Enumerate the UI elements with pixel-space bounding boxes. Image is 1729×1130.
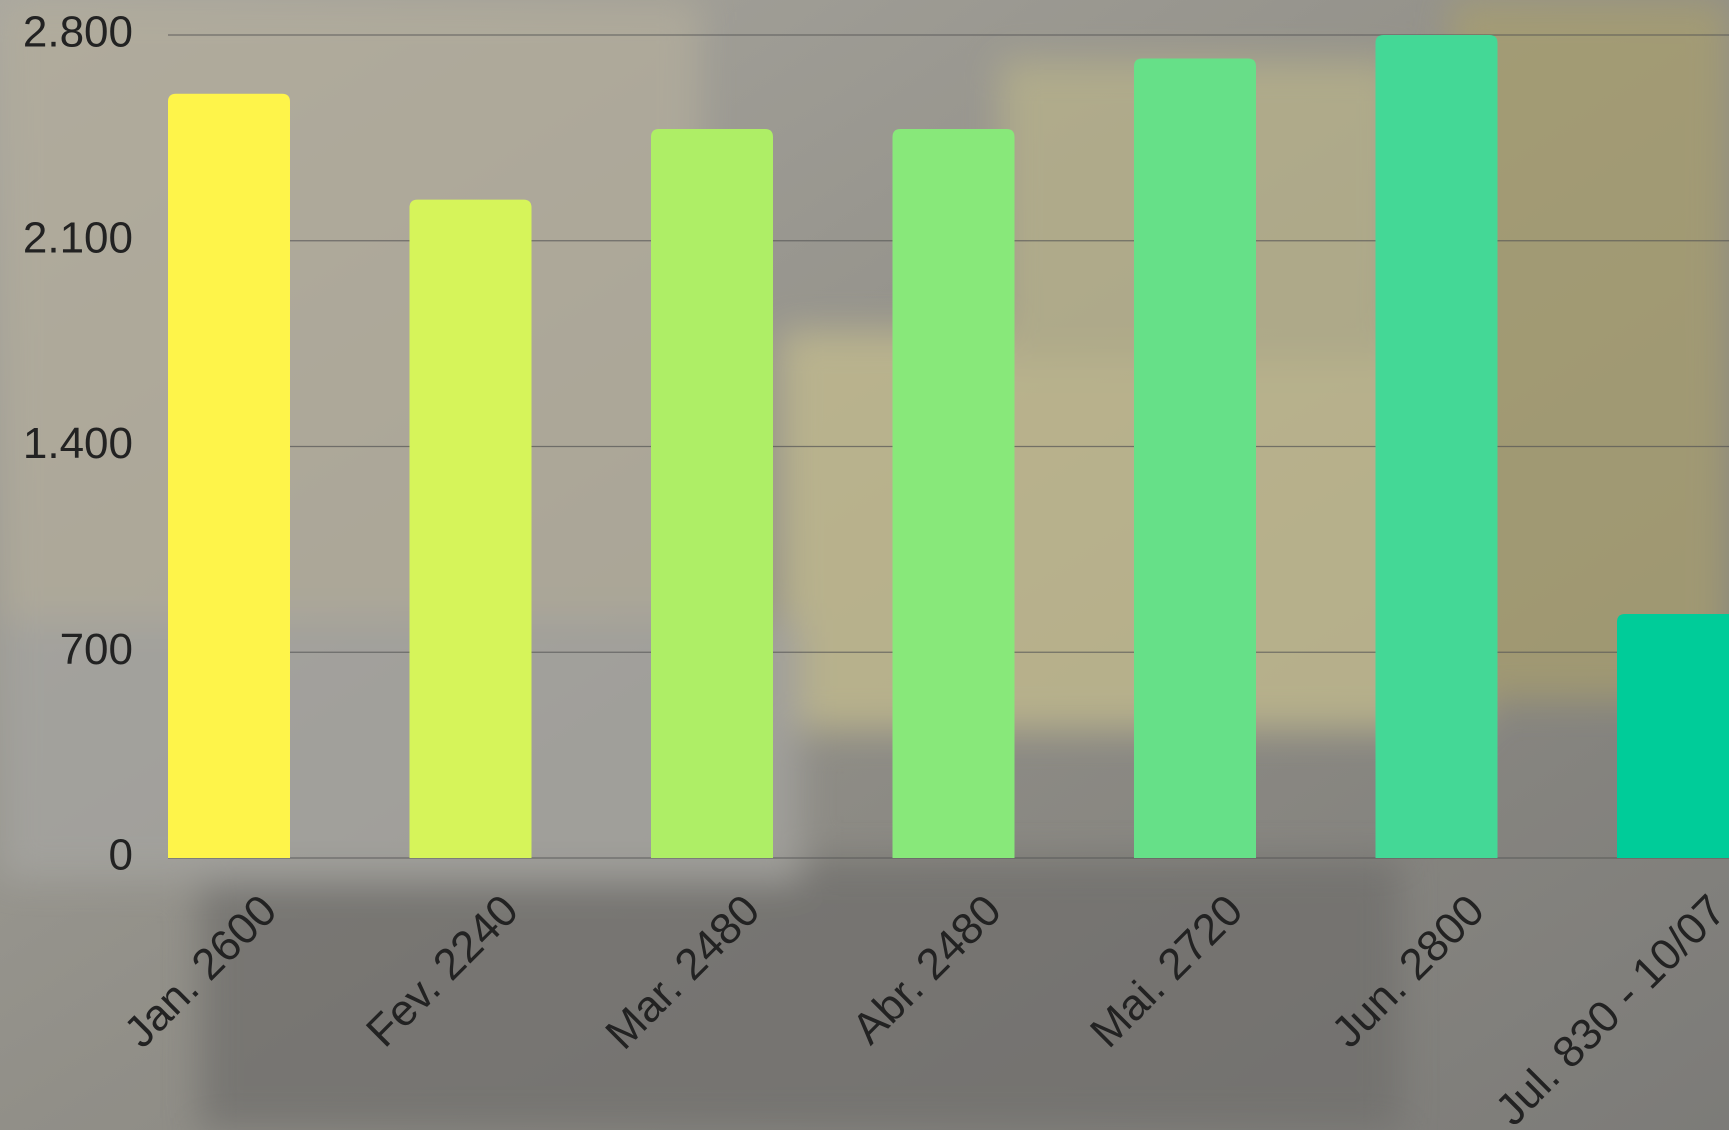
y-tick-label: 700: [60, 625, 133, 674]
bar: [1617, 614, 1729, 858]
y-tick-label: 2.100: [23, 213, 133, 262]
bar: [1134, 58, 1256, 859]
bar: [892, 129, 1015, 859]
y-tick-label: 1.400: [23, 419, 133, 468]
bar: [168, 93, 290, 859]
bar: [651, 129, 773, 859]
y-tick-label: 2.800: [23, 8, 133, 57]
bar: [1375, 35, 1498, 858]
bar: [409, 199, 532, 859]
y-tick-label: 0: [109, 831, 133, 880]
bars: [168, 35, 1729, 859]
